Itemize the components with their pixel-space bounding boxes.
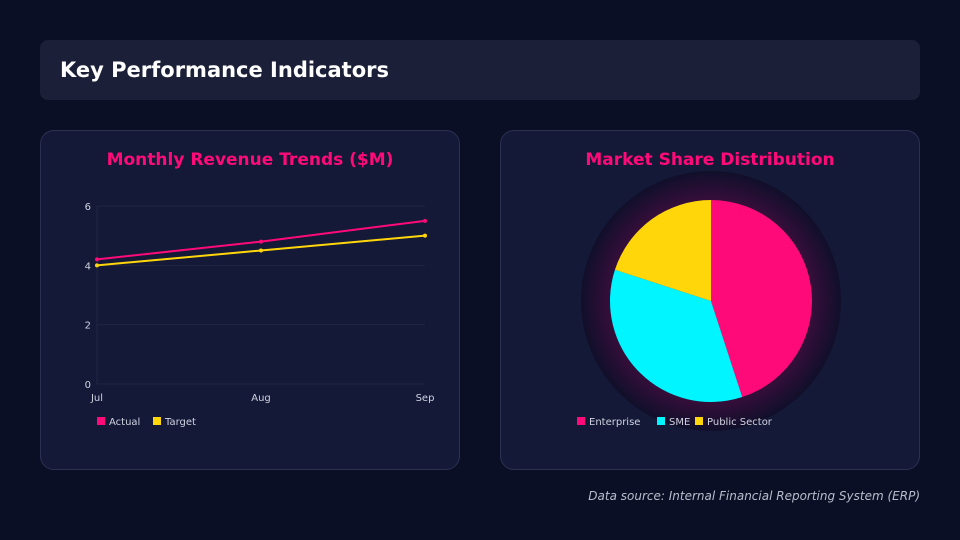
data-point xyxy=(423,218,427,223)
legend-label: Actual xyxy=(109,417,140,428)
pie-slice-public-sector xyxy=(614,200,711,301)
pie-chart: Enterprise SME Public Sector xyxy=(577,171,841,431)
x-tick-label: Jul xyxy=(90,393,103,404)
line-chart: 0 2 4 6 Jul Aug Sep Actual Target xyxy=(85,202,435,428)
pie-chart-card: Market Share Distribution Enterprise SME P… xyxy=(500,130,920,470)
y-tick-label: 4 xyxy=(85,261,91,272)
data-point xyxy=(95,257,99,262)
legend-swatch xyxy=(577,417,585,425)
line-chart-card: Monthly Revenue Trends ($M) 0 2 4 6 Jul Aug Se… xyxy=(40,130,460,470)
pie-slice-enterprise xyxy=(711,200,812,398)
data-point xyxy=(423,233,427,238)
legend-swatch xyxy=(695,417,703,425)
header: Key Performance Indicators xyxy=(40,40,920,100)
pie-slice-sme xyxy=(610,269,743,402)
y-tick-label: 0 xyxy=(85,380,91,391)
legend-label: Target xyxy=(164,417,196,428)
line-chart-title: Monthly Revenue Trends ($M) xyxy=(106,150,394,170)
legend-label: Public Sector xyxy=(707,417,773,428)
x-tick-label: Aug xyxy=(251,393,271,404)
legend-label: Enterprise xyxy=(589,417,640,428)
pie-chart-title: Market Share Distribution xyxy=(585,150,835,170)
legend-swatch xyxy=(153,417,161,425)
y-tick-label: 6 xyxy=(85,202,91,213)
data-point xyxy=(259,239,263,244)
data-point xyxy=(95,263,99,268)
legend-swatch xyxy=(657,417,665,425)
legend-swatch xyxy=(97,417,105,425)
data-source-note: Data source: Internal Financial Reportin… xyxy=(588,489,920,503)
legend-label: SME xyxy=(669,417,690,428)
page-title: Key Performance Indicators xyxy=(60,58,389,82)
y-tick-label: 2 xyxy=(85,321,91,332)
data-point xyxy=(259,248,263,253)
x-tick-label: Sep xyxy=(416,393,435,404)
